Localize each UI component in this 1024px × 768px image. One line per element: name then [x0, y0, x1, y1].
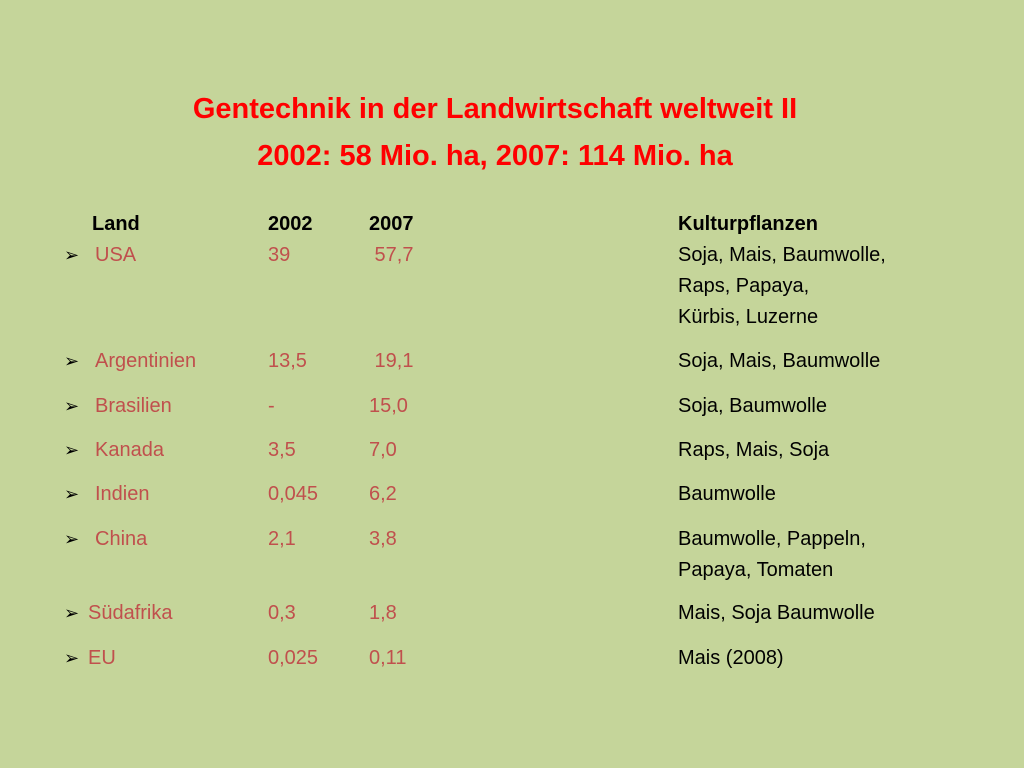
- arrow-bullet-icon: ➢: [64, 529, 80, 549]
- row-crops-line: Papaya, Tomaten: [678, 559, 834, 581]
- row-land: Argentinien: [95, 350, 197, 372]
- row-crops: Raps, Mais, Soja: [678, 435, 829, 466]
- row-crops-line: Raps, Mais, Soja: [678, 439, 830, 461]
- arrow-bullet-icon: ➢: [64, 245, 80, 265]
- row-land: USA: [95, 244, 137, 266]
- row-value-2007: 15,0: [369, 395, 408, 417]
- row-crops: Soja, Mais, Baumwolle, Raps, Papaya, Kürbi…: [678, 240, 886, 333]
- row-crops: Mais (2008): [678, 643, 784, 674]
- row-value-2007: 0,11: [369, 647, 407, 669]
- row-crops-line: Soja, Mais, Baumwolle,: [678, 244, 886, 266]
- row-value-2002: 39: [268, 244, 291, 266]
- row-crops-line: Baumwolle, Pappeln,: [678, 528, 866, 550]
- row-value-2002: 3,5: [268, 439, 296, 461]
- arrow-bullet-icon: ➢: [64, 603, 80, 623]
- header-land: Land: [92, 213, 140, 235]
- row-crops-line: Kürbis, Luzerne: [678, 306, 819, 328]
- row-value-2002: 0,045: [268, 483, 319, 505]
- arrow-bullet-icon: ➢: [64, 648, 80, 668]
- row-value-2002: 0,025: [268, 647, 319, 669]
- arrow-bullet-icon: ➢: [64, 351, 80, 371]
- row-value-2007: 1,8: [369, 602, 397, 624]
- row-crops-line: Mais, Soja Baumwolle: [678, 602, 875, 624]
- slide-title: Gentechnik in der Landwirtschaft weltwei…: [0, 86, 990, 180]
- row-value-2002: 13,5: [268, 350, 307, 372]
- header-2002: 2002: [268, 213, 313, 235]
- row-value-2007: 3,8: [369, 528, 397, 550]
- arrow-bullet-icon: ➢: [64, 396, 80, 416]
- row-crops-line: Mais (2008): [678, 647, 784, 669]
- row-crops-line: Baumwolle: [678, 483, 776, 505]
- row-crops: Baumwolle: [678, 479, 776, 510]
- row-land: China: [95, 528, 148, 550]
- header-2007: 2007: [369, 213, 414, 235]
- row-value-2007: 57,7: [369, 244, 414, 266]
- header-crops: Kulturpflanzen: [678, 213, 818, 235]
- arrow-bullet-icon: ➢: [64, 440, 80, 460]
- row-land: Kanada: [95, 439, 164, 461]
- title-line-2: 2002: 58 Mio. ha, 2007: 114 Mio. ha: [257, 140, 733, 172]
- row-crops: Soja, Mais, Baumwolle: [678, 346, 880, 377]
- row-value-2007: 6,2: [369, 483, 397, 505]
- row-crops-line: Soja, Baumwolle: [678, 395, 827, 417]
- row-value-2002: 2,1: [268, 528, 296, 550]
- row-crops-line: Raps, Papaya,: [678, 275, 810, 297]
- row-value-2002: 0,3: [268, 602, 296, 624]
- row-value-2007: 7,0: [369, 439, 397, 461]
- row-crops: Soja, Baumwolle: [678, 391, 827, 422]
- row-crops: Mais, Soja Baumwolle: [678, 598, 875, 629]
- row-land: Indien: [95, 483, 150, 505]
- row-land: Brasilien: [95, 395, 172, 417]
- row-value-2002: -: [268, 395, 275, 417]
- title-line-1: Gentechnik in der Landwirtschaft weltwei…: [192, 93, 798, 125]
- arrow-bullet-icon: ➢: [64, 484, 80, 504]
- row-land: EU: [88, 647, 116, 669]
- row-value-2007: 19,1: [369, 350, 414, 372]
- row-crops-line: Soja, Mais, Baumwolle: [678, 350, 881, 372]
- row-land: Südafrika: [88, 602, 173, 624]
- row-crops: Baumwolle, Pappeln, Papaya, Tomaten: [678, 524, 866, 586]
